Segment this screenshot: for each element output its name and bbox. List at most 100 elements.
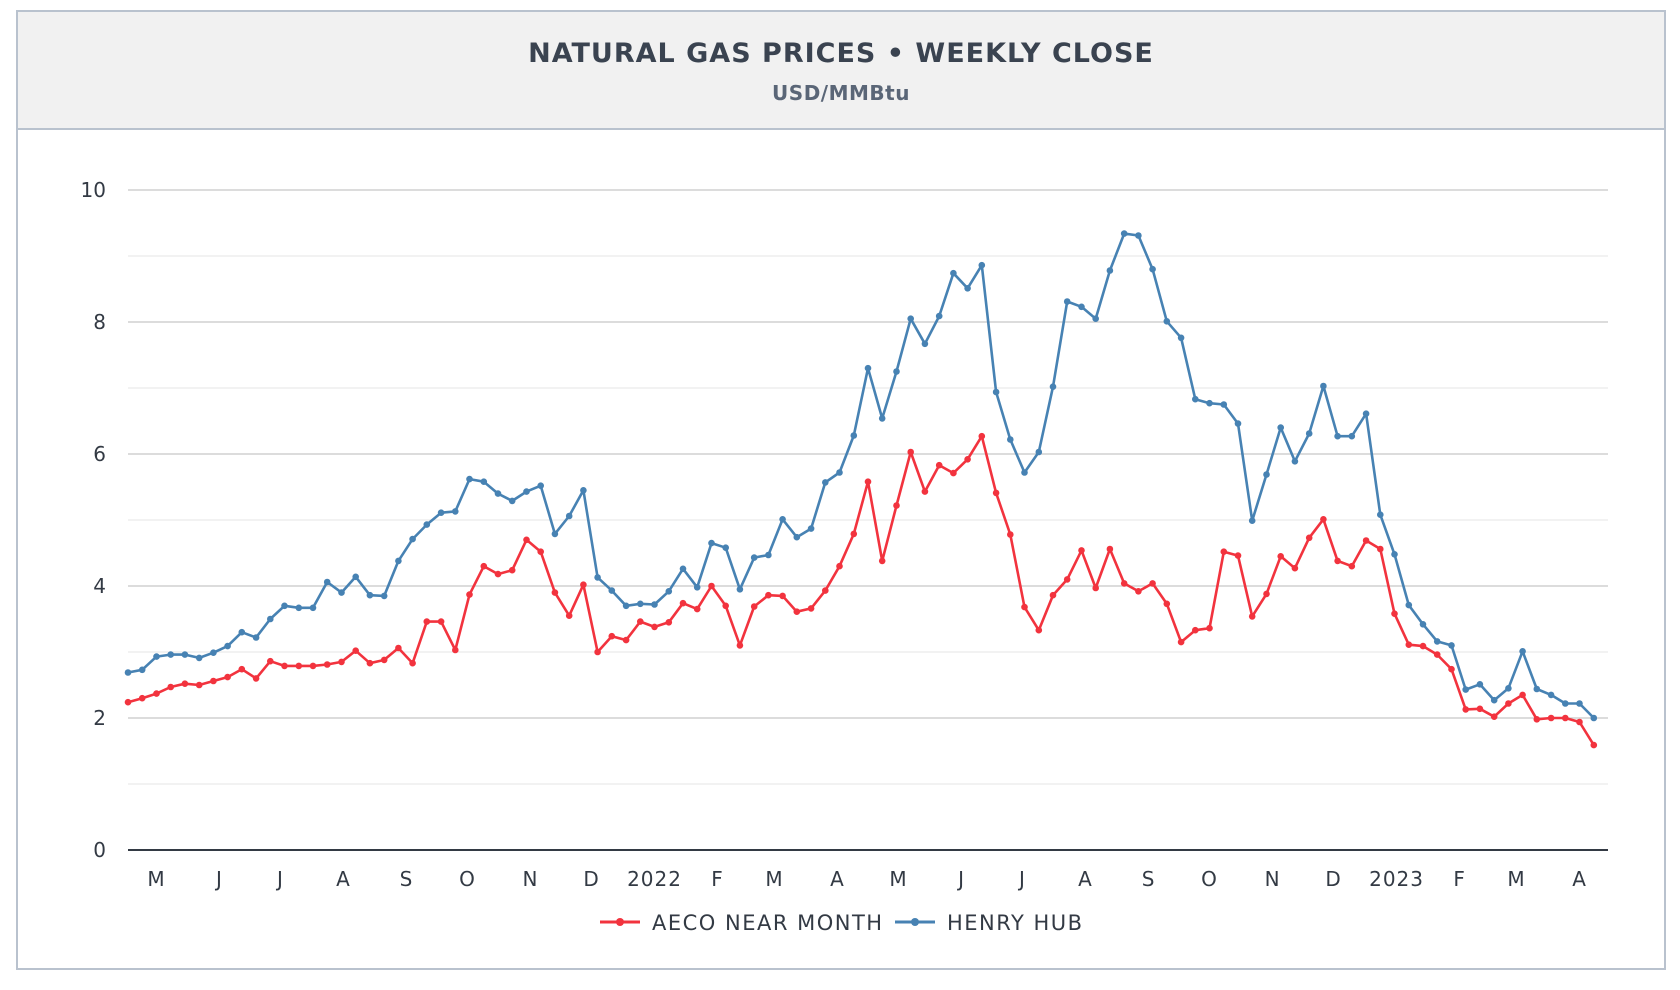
data-point xyxy=(1433,638,1441,645)
data-point xyxy=(622,636,630,644)
y-tick-label: 2 xyxy=(93,706,106,730)
x-tick-label: D xyxy=(1325,867,1341,891)
x-tick-label: M xyxy=(1507,867,1525,891)
data-point xyxy=(1490,696,1498,704)
data-point xyxy=(622,602,630,610)
x-tick-label: J xyxy=(275,867,284,891)
data-point xyxy=(366,591,374,599)
data-point xyxy=(1263,471,1270,478)
data-point xyxy=(1519,648,1526,655)
data-point xyxy=(878,415,886,422)
chart-card: NATURAL GAS PRICES • WEEKLY CLOSE USD/MM… xyxy=(16,10,1666,970)
data-point xyxy=(950,269,957,277)
data-point xyxy=(1505,685,1512,692)
data-point xyxy=(1362,537,1370,544)
data-point xyxy=(238,628,246,636)
data-point xyxy=(352,647,360,654)
data-point xyxy=(437,509,445,516)
data-point xyxy=(565,612,573,619)
data-point xyxy=(1120,580,1128,587)
data-point xyxy=(138,694,146,702)
data-point xyxy=(1547,714,1555,722)
data-point xyxy=(1334,557,1341,565)
chart-title: NATURAL GAS PRICES • WEEKLY CLOSE xyxy=(528,38,1154,69)
data-point xyxy=(608,587,616,594)
data-point xyxy=(167,651,174,658)
data-point xyxy=(1391,610,1398,617)
x-tick-label: F xyxy=(1453,867,1466,891)
data-point xyxy=(224,673,231,681)
data-point xyxy=(1177,638,1185,646)
data-point xyxy=(580,581,587,588)
data-point xyxy=(409,659,416,667)
data-point xyxy=(1234,552,1242,559)
data-point xyxy=(1405,641,1413,648)
data-point xyxy=(665,588,673,595)
data-point xyxy=(765,591,772,599)
data-point xyxy=(1049,591,1057,599)
data-point xyxy=(1562,714,1569,722)
data-point xyxy=(1334,432,1341,440)
data-point xyxy=(935,312,943,320)
data-point xyxy=(537,548,544,555)
x-tick-label: J xyxy=(956,867,965,891)
data-point xyxy=(1106,545,1114,553)
series-line xyxy=(127,232,1595,719)
series-line xyxy=(127,434,1595,746)
data-point xyxy=(409,535,416,543)
data-point xyxy=(210,677,217,685)
data-point xyxy=(153,690,160,697)
data-point xyxy=(1348,432,1356,440)
legend-label: AECO NEAR MONTH xyxy=(652,911,884,935)
x-tick-label: D xyxy=(583,867,599,891)
data-point xyxy=(580,487,587,494)
data-point xyxy=(1220,548,1228,555)
data-point xyxy=(423,521,431,528)
data-point xyxy=(1277,424,1284,431)
data-point xyxy=(437,618,445,625)
chart-header: NATURAL GAS PRICES • WEEKLY CLOSE USD/MM… xyxy=(18,12,1664,130)
data-point xyxy=(395,557,402,565)
data-point xyxy=(1163,318,1171,325)
data-point xyxy=(508,497,516,505)
data-point xyxy=(1547,691,1555,699)
data-point xyxy=(1519,691,1526,699)
data-point xyxy=(1063,298,1071,305)
data-point xyxy=(822,479,829,486)
data-point xyxy=(1248,613,1256,620)
data-point xyxy=(964,456,971,463)
data-point xyxy=(124,669,132,676)
data-point xyxy=(124,698,132,706)
data-point xyxy=(1533,685,1541,693)
data-point xyxy=(779,516,786,523)
data-point xyxy=(1149,580,1156,587)
data-point xyxy=(850,432,858,439)
data-point xyxy=(1106,267,1114,274)
data-point xyxy=(295,662,303,670)
data-point xyxy=(295,604,303,612)
data-point xyxy=(964,285,971,292)
data-point xyxy=(153,653,160,660)
x-tick-label: A xyxy=(1078,867,1093,891)
data-point xyxy=(466,591,473,598)
data-point xyxy=(693,605,701,613)
data-point xyxy=(637,618,644,625)
data-point xyxy=(1135,588,1142,595)
data-point xyxy=(1007,531,1014,538)
data-point xyxy=(978,432,986,440)
data-point xyxy=(452,646,459,654)
data-point xyxy=(992,489,1000,497)
data-point xyxy=(395,644,402,652)
data-point xyxy=(181,680,189,687)
data-point xyxy=(1234,420,1242,427)
x-tick-label: 2022 xyxy=(627,867,682,891)
data-point xyxy=(1135,232,1142,239)
x-tick-label: N xyxy=(523,867,539,891)
y-tick-label: 10 xyxy=(81,178,106,202)
data-point xyxy=(750,603,758,610)
data-point xyxy=(1320,516,1327,523)
data-point xyxy=(551,589,559,596)
x-tick-label: J xyxy=(214,867,223,891)
data-point xyxy=(1590,741,1598,749)
